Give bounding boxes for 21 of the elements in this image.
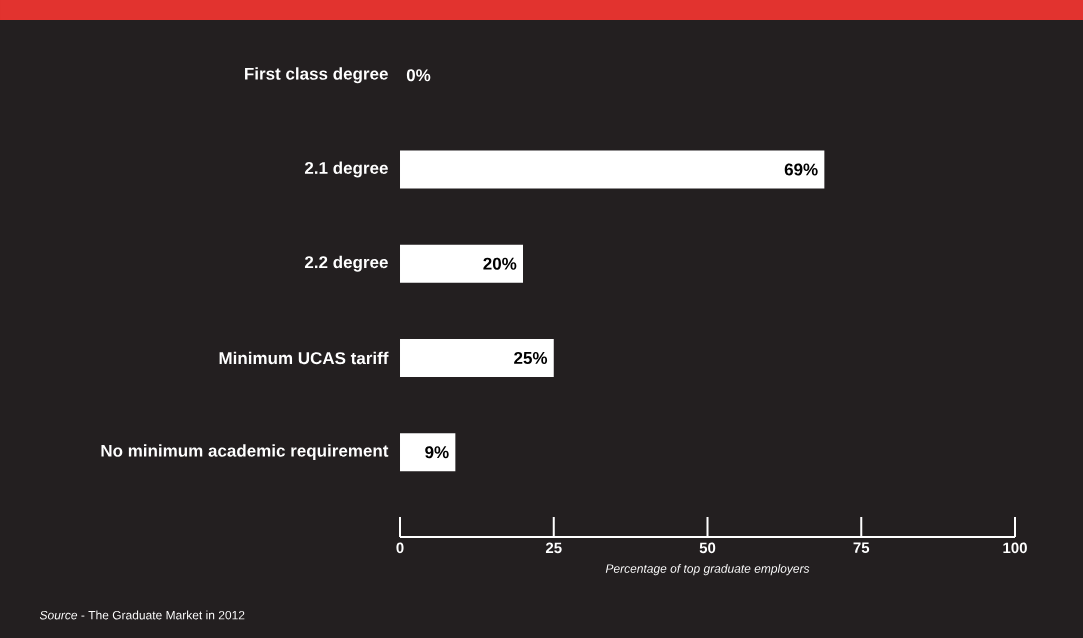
text: Source - The Graduate Market in 2012 xyxy=(39,610,245,620)
data-label: 0% xyxy=(406,69,431,82)
data-label: 9% xyxy=(425,446,449,459)
data-label: 20% xyxy=(483,257,517,270)
y-tick-label: Minimum UCAS tariff xyxy=(219,351,389,365)
x-tick-label: 100 xyxy=(1003,542,1027,554)
x-axis-title: Percentage of top graduate employers xyxy=(605,564,810,576)
bar xyxy=(400,150,825,189)
data-label: 25% xyxy=(514,351,548,364)
y-tick-label: 2.2 degree xyxy=(304,255,388,272)
bar xyxy=(400,433,456,472)
x-tick-label: 0 xyxy=(396,542,404,554)
x-tick-label: 25 xyxy=(545,542,562,554)
y-tick-label: No minimum academic requirement xyxy=(101,444,389,461)
x-tick-label: 50 xyxy=(699,542,716,554)
data-label: 69% xyxy=(784,163,818,176)
bar xyxy=(400,338,554,377)
y-tick-label: First class degree xyxy=(245,67,388,84)
x-tick-label: 75 xyxy=(853,542,870,553)
y-tick-label: 2.1 degree xyxy=(304,161,388,178)
bar xyxy=(400,244,524,283)
